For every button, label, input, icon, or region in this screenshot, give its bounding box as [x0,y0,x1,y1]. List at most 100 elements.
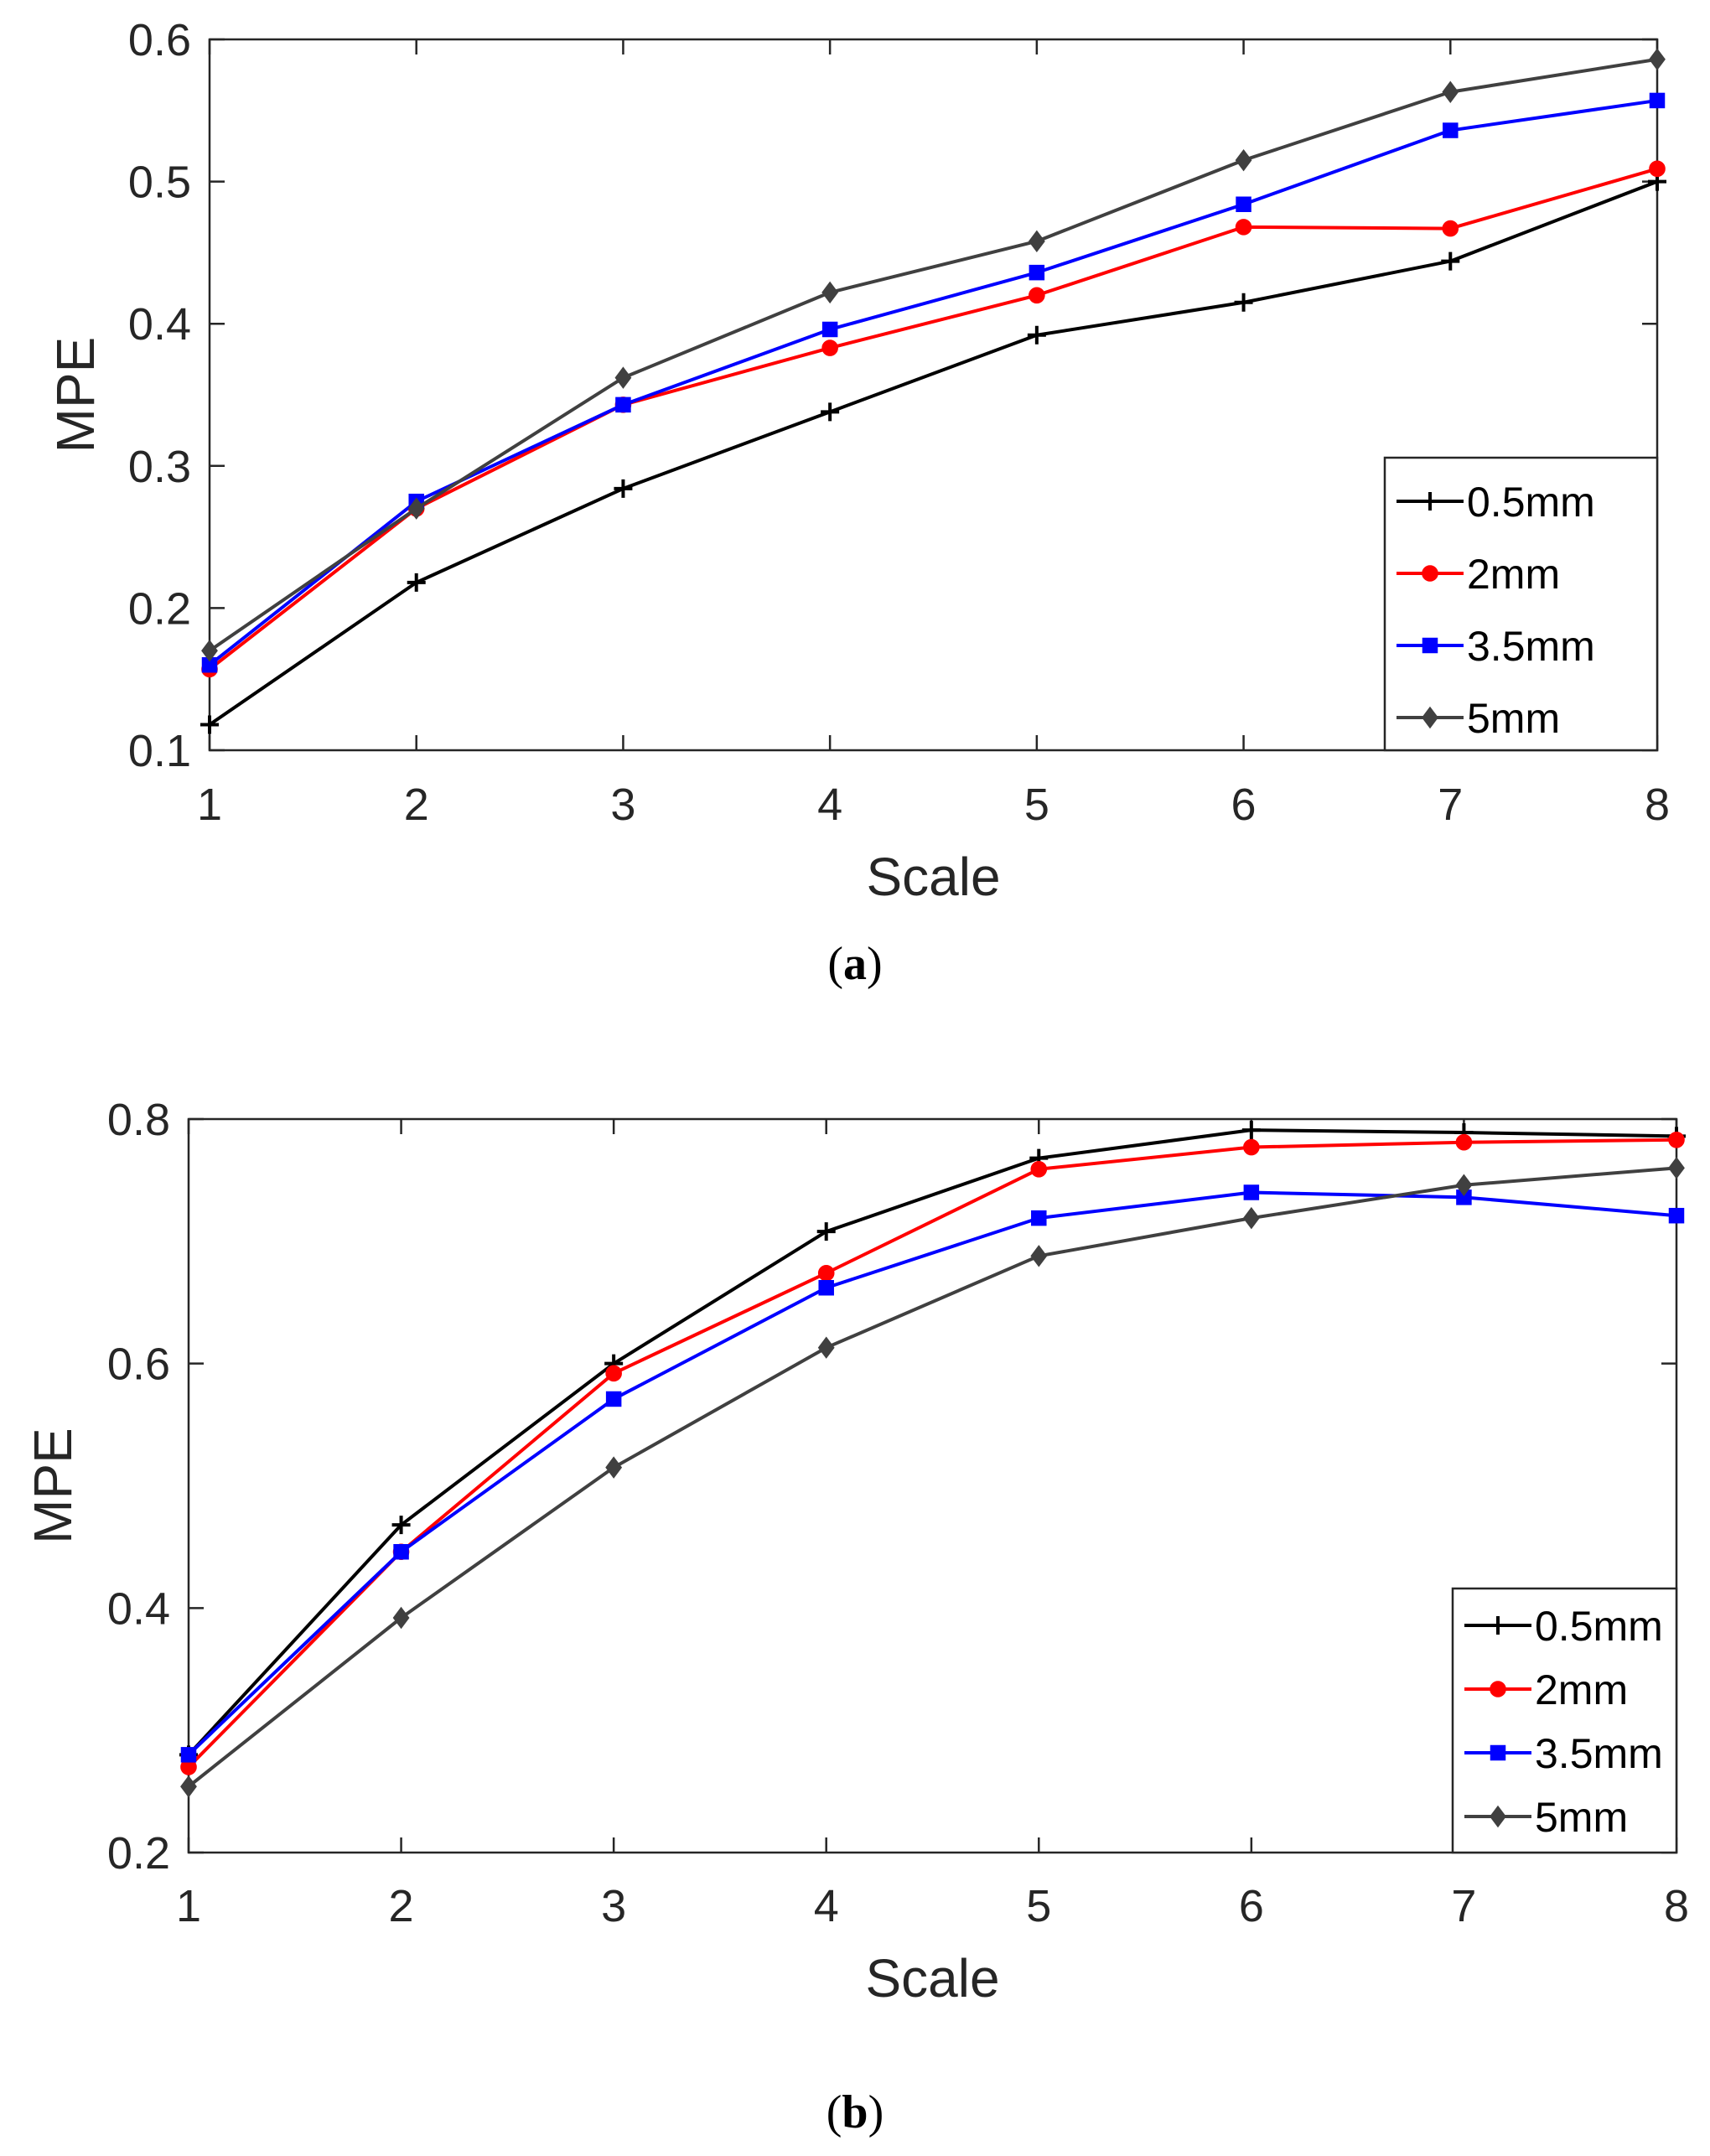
legend-item: 5mm [1464,1794,1628,1841]
data-point [1030,1245,1048,1267]
legend-marker [1422,565,1438,582]
data-point [1029,264,1045,281]
legend-label: 2mm [1535,1666,1628,1713]
data-point [201,640,218,662]
legend: 0.5mm 2mm 3.5mm 5mm [1451,1587,1678,1854]
legend-label: 0.5mm [1535,1603,1663,1650]
x-tick-label: 7 [1451,1881,1476,1931]
x-tick-label: 2 [389,1881,414,1931]
data-point [1649,48,1666,70]
data-point [1455,1174,1473,1196]
data-point [1442,80,1459,103]
legend-label: 5mm [1467,695,1560,742]
y-tick-label: 0.8 [107,1095,170,1145]
legend-item: 3.5mm [1396,623,1595,670]
x-tick-label: 7 [1438,780,1463,830]
legend-label: 3.5mm [1535,1730,1663,1777]
data-point [1668,1131,1685,1148]
data-point [407,573,426,592]
data-point [615,396,631,413]
panel-label-b: (b) [826,2086,884,2138]
series-line [187,1166,1677,1788]
x-tick-label: 3 [601,1881,626,1931]
series-0.5mm [200,172,1666,734]
y-axis-title: MPE [23,1428,83,1544]
data-point [1030,1160,1048,1178]
chart-panel-a: 1 2 3 4 5 6 7 8 0.1 0.2 0.3 0.4 0.5 0.6 Scale MPE 0.5mm 2… [45,15,1670,907]
plot-area-frame [208,38,1659,752]
x-tick-label: 5 [1026,1881,1051,1931]
y-tick-label: 0.2 [107,1828,170,1879]
legend-marker [1490,1681,1506,1697]
plot-area-frame [187,1117,1678,1854]
data-point [821,339,838,356]
legend-marker [1421,492,1439,510]
data-point [1243,1138,1260,1156]
series-line [208,167,1658,671]
x-axis-title: Scale [865,1948,999,2008]
legend-marker [1422,706,1438,729]
series-line [187,1128,1677,1756]
data-point [1649,160,1666,178]
data-point [1443,122,1459,138]
series-line [187,1138,1677,1769]
legend-label: 0.5mm [1467,479,1595,526]
chart-panel-b: 1 2 3 4 5 6 7 8 0.2 0.4 0.6 0.8 Scale MPE 0.5mm 2mm 3.5m… [23,1095,1689,2008]
data-point [821,402,840,422]
data-point [1029,287,1045,304]
data-point [1236,196,1251,212]
legend-marker [1489,1616,1507,1635]
data-point [407,497,425,520]
data-point [392,1606,410,1630]
x-tick-label: 2 [404,780,429,830]
legend-label: 5mm [1535,1794,1628,1841]
data-point [821,281,839,304]
data-point [1668,1207,1685,1224]
data-point [180,1775,197,1798]
data-point [1235,148,1252,172]
data-point [1027,325,1046,345]
data-point [605,1456,623,1479]
legend-label: 3.5mm [1467,623,1595,670]
data-point [1455,1133,1473,1151]
y-tick-label: 0.1 [128,726,191,776]
y-tick-label: 0.4 [107,1583,170,1634]
series-5mm [201,48,1666,662]
series-line [208,179,1658,727]
data-point [816,1222,836,1241]
data-point [605,1365,622,1382]
legend-marker [1490,1744,1506,1761]
y-tick-label: 0.2 [128,583,191,634]
data-point [614,366,632,389]
series-line [187,1190,1677,1756]
x-tick-label: 6 [1239,1881,1264,1931]
data-point [1442,220,1459,237]
series-5mm [180,1157,1685,1798]
legend-box [1451,1587,1678,1854]
y-tick-label: 0.5 [128,158,191,208]
x-tick-label: 5 [1024,780,1049,830]
panel-label-a: (a) [827,938,882,990]
legend-label: 2mm [1467,551,1560,598]
y-tick-label: 0.6 [128,15,191,65]
y-axis-title: MPE [45,337,106,453]
x-tick-label: 3 [610,780,635,830]
data-point [614,479,633,498]
data-point [818,1280,834,1296]
legend-item: 2mm [1464,1666,1628,1713]
series-3.5mm [180,1184,1685,1763]
y-tick-label: 0.6 [107,1340,170,1390]
data-point [1234,293,1253,312]
data-point [817,1336,835,1359]
data-point [1031,1210,1047,1226]
data-point [1241,1121,1261,1140]
legend-marker [1422,637,1438,654]
x-tick-label: 8 [1645,780,1670,830]
x-tick-label: 1 [197,780,222,830]
x-tick-label: 1 [176,1881,201,1931]
data-point [393,1544,409,1560]
series-line [208,57,1658,652]
x-tick-label: 8 [1664,1881,1689,1931]
data-point [817,1264,835,1282]
data-point [200,715,219,734]
